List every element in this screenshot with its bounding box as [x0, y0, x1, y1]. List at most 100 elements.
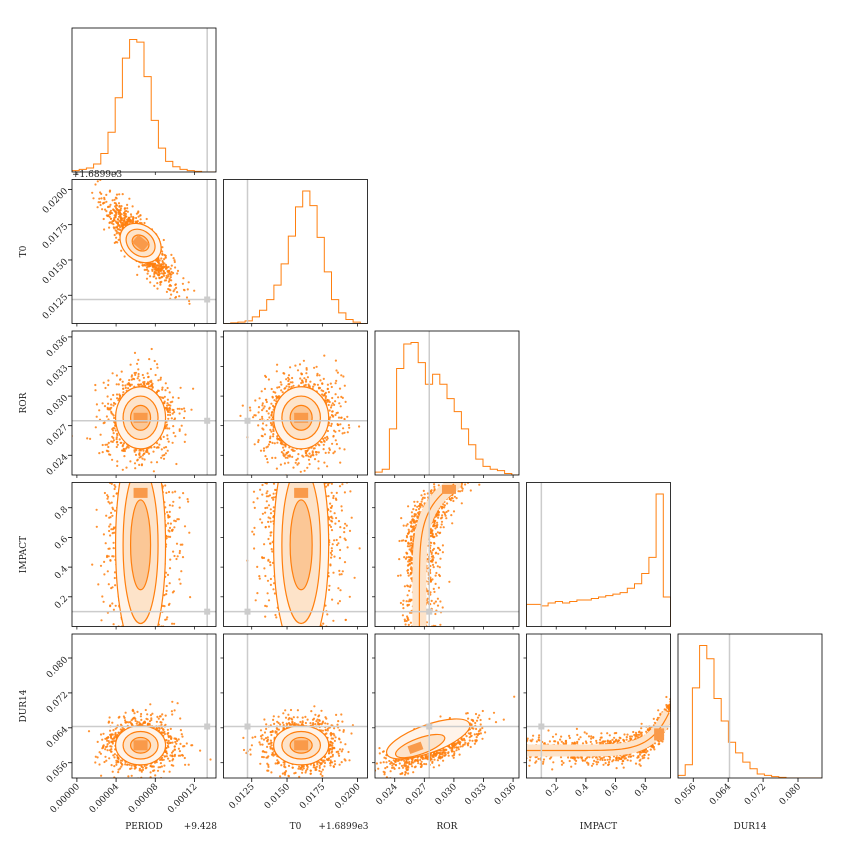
sample-point [160, 276, 163, 279]
sample-point [130, 383, 133, 386]
sample-point [173, 622, 176, 625]
sample-point [190, 408, 193, 411]
sample-point [151, 268, 154, 271]
sample-point [141, 454, 144, 457]
sample-point [275, 467, 278, 470]
sample-point [333, 403, 336, 406]
sample-point [131, 219, 134, 222]
sample-point [260, 521, 264, 524]
sample-point [138, 449, 141, 452]
sample-point [164, 256, 167, 259]
sample-point [100, 619, 103, 622]
sample-point [111, 435, 114, 438]
sample-point [272, 435, 275, 438]
sample-point [107, 379, 110, 382]
sample-point [311, 453, 314, 456]
sample-point [180, 424, 183, 427]
sample-point [177, 396, 180, 400]
sample-point [273, 442, 276, 445]
sample-point [287, 461, 290, 464]
sample-point [169, 289, 172, 292]
sample-point [109, 398, 113, 401]
sample-point [167, 522, 170, 525]
sample-point [153, 262, 157, 265]
sample-point [159, 376, 162, 379]
sample-point [317, 460, 320, 463]
sample-point [323, 392, 326, 395]
sample-point [107, 500, 110, 503]
sample-point [339, 536, 342, 539]
sample-point [271, 441, 274, 444]
sample-point [126, 210, 129, 213]
sample-point [170, 264, 173, 267]
sample-point [279, 463, 282, 466]
sample-point [185, 296, 189, 299]
sample-point [170, 270, 173, 274]
sample-point [115, 230, 118, 233]
sample-point [183, 525, 187, 528]
sample-point [169, 535, 172, 539]
sample-point [305, 372, 308, 375]
sample-point [286, 452, 289, 455]
sample-point [253, 443, 256, 446]
sample-point [103, 560, 106, 564]
sample-point [312, 385, 315, 388]
sample-point [267, 495, 270, 498]
sample-point [257, 411, 260, 414]
sample-point [278, 395, 281, 398]
sample-point [154, 373, 157, 377]
sample-point [335, 369, 338, 372]
sample-point [189, 596, 192, 599]
sample-point [113, 233, 116, 237]
sample-point [107, 547, 110, 550]
sample-point [170, 293, 173, 296]
sample-point [159, 378, 162, 381]
sample-point [329, 406, 333, 409]
sample-point [111, 428, 114, 431]
sample-point [176, 407, 179, 410]
sample-point [167, 417, 170, 420]
sample-point [172, 500, 175, 503]
sample-point [96, 206, 99, 209]
sample-point [257, 439, 260, 442]
sample-point [288, 385, 291, 388]
sample-point [121, 380, 124, 383]
scatter-panel-t0-vs-period [71, 179, 217, 324]
sample-point [260, 434, 263, 437]
sample-point [173, 260, 176, 264]
sample-point [156, 366, 159, 369]
sample-point [188, 299, 191, 303]
sample-point [257, 424, 260, 427]
sample-point [167, 514, 170, 517]
sample-point [143, 268, 146, 271]
sample-point [181, 543, 184, 546]
sample-point [270, 478, 272, 480]
sample-point [108, 525, 111, 528]
sample-point [145, 217, 148, 221]
sample-point [330, 385, 333, 389]
sample-point [295, 458, 298, 462]
sample-point [113, 201, 116, 205]
sample-point [107, 495, 110, 498]
sample-point [172, 431, 175, 434]
sample-point [99, 203, 102, 207]
sample-point [264, 374, 267, 377]
sample-point [178, 407, 181, 410]
sample-point [252, 416, 255, 419]
sample-point [110, 587, 113, 590]
sample-point [258, 397, 261, 400]
sample-point [95, 525, 98, 528]
sample-point [267, 378, 270, 381]
sample-point [163, 594, 166, 597]
sample-point [269, 440, 272, 444]
sample-point [121, 217, 124, 220]
sample-point [270, 402, 273, 405]
sample-point [338, 600, 341, 603]
sample-point [162, 238, 165, 242]
sample-point [274, 456, 277, 459]
sample-point [272, 429, 275, 433]
sample-point [171, 408, 174, 411]
sample-point [306, 376, 309, 379]
sample-point [181, 556, 185, 559]
sample-point [158, 443, 161, 446]
